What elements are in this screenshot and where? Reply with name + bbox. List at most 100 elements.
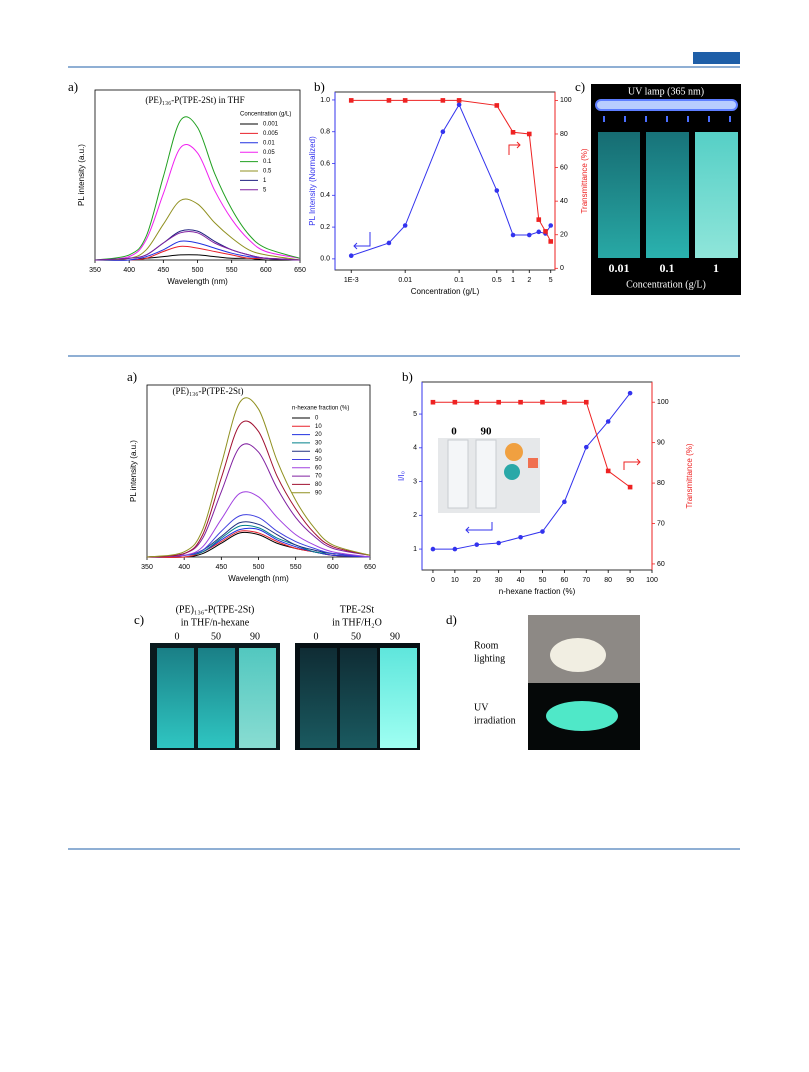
panel-label: c) — [575, 79, 585, 94]
y-tick-label: 4 — [413, 445, 417, 452]
x-tick-label: 5 — [549, 277, 553, 284]
x-tick-label: 500 — [253, 564, 265, 571]
marker — [540, 399, 545, 405]
y2-tick-label: 100 — [657, 399, 669, 406]
x-axis-label: Wavelength (nm) — [167, 277, 228, 286]
marker — [474, 542, 480, 547]
y-tick-label: 3 — [413, 478, 417, 485]
x-axis-label: Concentration (g/L) — [411, 287, 480, 296]
marker — [548, 223, 554, 228]
x-tick-label: 0.1 — [454, 277, 464, 284]
series-line — [94, 231, 301, 261]
sample-label: 50 — [211, 631, 221, 642]
y-tick-label: 1.0 — [320, 97, 330, 104]
y-axis-label: PL Intensity (Normalized) — [308, 136, 317, 226]
marker — [518, 534, 523, 540]
legend-label: 0.5 — [263, 169, 272, 175]
marker — [456, 98, 462, 103]
y2-tick-label: 0 — [560, 265, 564, 272]
x-tick-label: 40 — [517, 577, 525, 584]
sample-label: 0 — [175, 631, 180, 642]
y2-axis-label: Transmittance (%) — [685, 443, 694, 508]
photo-caption: lighting — [474, 653, 505, 664]
marker — [540, 529, 545, 534]
header-block — [693, 52, 740, 64]
x-tick-label: 550 — [290, 564, 302, 571]
marker — [510, 232, 516, 238]
y-axis-label: I/I₀ — [397, 471, 406, 481]
x-tick-label: 350 — [141, 564, 153, 571]
legend-label: 40 — [315, 449, 322, 455]
marker — [548, 239, 554, 244]
panel-label: a) — [127, 369, 137, 384]
inset-photo: 0 90 — [438, 426, 540, 513]
x-tick-label: 600 — [260, 267, 272, 274]
marker — [440, 129, 446, 135]
marker — [348, 253, 354, 258]
y-tick-label: 0.0 — [320, 256, 330, 263]
series-line — [146, 420, 371, 558]
legend-label: 0.005 — [263, 131, 279, 137]
group-title: (PE)₁₃₆-P(TPE-2St) — [176, 604, 255, 615]
photo-cuvettes: c) (PE)₁₃₆-P(TPE-2St) in THF/n-hexane 0 … — [134, 604, 420, 750]
x-tick-label: 600 — [327, 564, 339, 571]
plot-frame — [334, 91, 556, 271]
marker — [496, 399, 501, 405]
legend-label: 60 — [315, 465, 322, 471]
series-line — [146, 443, 371, 558]
sample-label: 50 — [351, 631, 361, 642]
axis-arrows — [353, 141, 641, 534]
marker — [386, 240, 392, 246]
y-tick-label: 0.6 — [320, 160, 330, 167]
y2-tick-label: 20 — [560, 232, 568, 239]
marker — [496, 540, 501, 546]
x-tick-label: 400 — [178, 564, 190, 571]
series-line — [94, 116, 301, 261]
legend-label: 80 — [315, 482, 322, 488]
photo-caption: irradiation — [474, 715, 516, 726]
x-tick-label: 550 — [226, 267, 238, 274]
chart-title: (PE)₁₃₆-P(TPE-2St) in THF — [145, 95, 244, 105]
y-axis-label: PL intensity (a.u.) — [129, 440, 138, 502]
x-tick-label: 0.5 — [492, 277, 502, 284]
sample-label: 90 — [250, 631, 260, 642]
series-line — [351, 99, 552, 242]
legend-label: 5 — [263, 187, 267, 193]
marker — [583, 444, 589, 450]
marker — [452, 399, 458, 405]
panel-label: d) — [446, 612, 457, 627]
chart-title: (PE)₁₃₆-P(TPE-2St) — [173, 386, 244, 396]
y-tick-label: 2 — [413, 512, 417, 519]
legend-label: 20 — [315, 432, 322, 438]
legend-title: n-hexane fraction (%) — [292, 406, 349, 412]
marker — [474, 399, 480, 405]
marker — [543, 229, 548, 234]
x-tick-label: 30 — [495, 577, 503, 584]
x-tick-label: 1 — [511, 277, 515, 284]
group-title: TPE-2St — [340, 604, 375, 615]
y2-tick-label: 80 — [657, 480, 665, 487]
series-line — [351, 103, 552, 257]
x-tick-label: 60 — [560, 577, 568, 584]
series-line — [432, 392, 631, 550]
marker — [627, 390, 633, 396]
y2-axis-label: Transmittance (%) — [580, 148, 589, 213]
x-tick-label: 0.01 — [398, 277, 412, 284]
photo-caption: UV — [474, 702, 489, 713]
marker — [386, 98, 392, 103]
series-line — [146, 514, 371, 558]
marker — [583, 399, 589, 405]
series-line — [146, 491, 371, 558]
panel-label: c) — [134, 612, 144, 627]
panel-label: b) — [314, 79, 325, 94]
lamp-label: UV lamp (365 nm) — [628, 86, 704, 97]
series-line — [94, 198, 301, 261]
marker — [518, 399, 523, 405]
series-line — [146, 524, 371, 558]
marker — [526, 232, 532, 238]
legend-label: 70 — [315, 474, 322, 480]
x-tick-label: 350 — [89, 267, 101, 274]
x-tick-label: 500 — [192, 267, 204, 274]
series-line — [94, 240, 301, 261]
